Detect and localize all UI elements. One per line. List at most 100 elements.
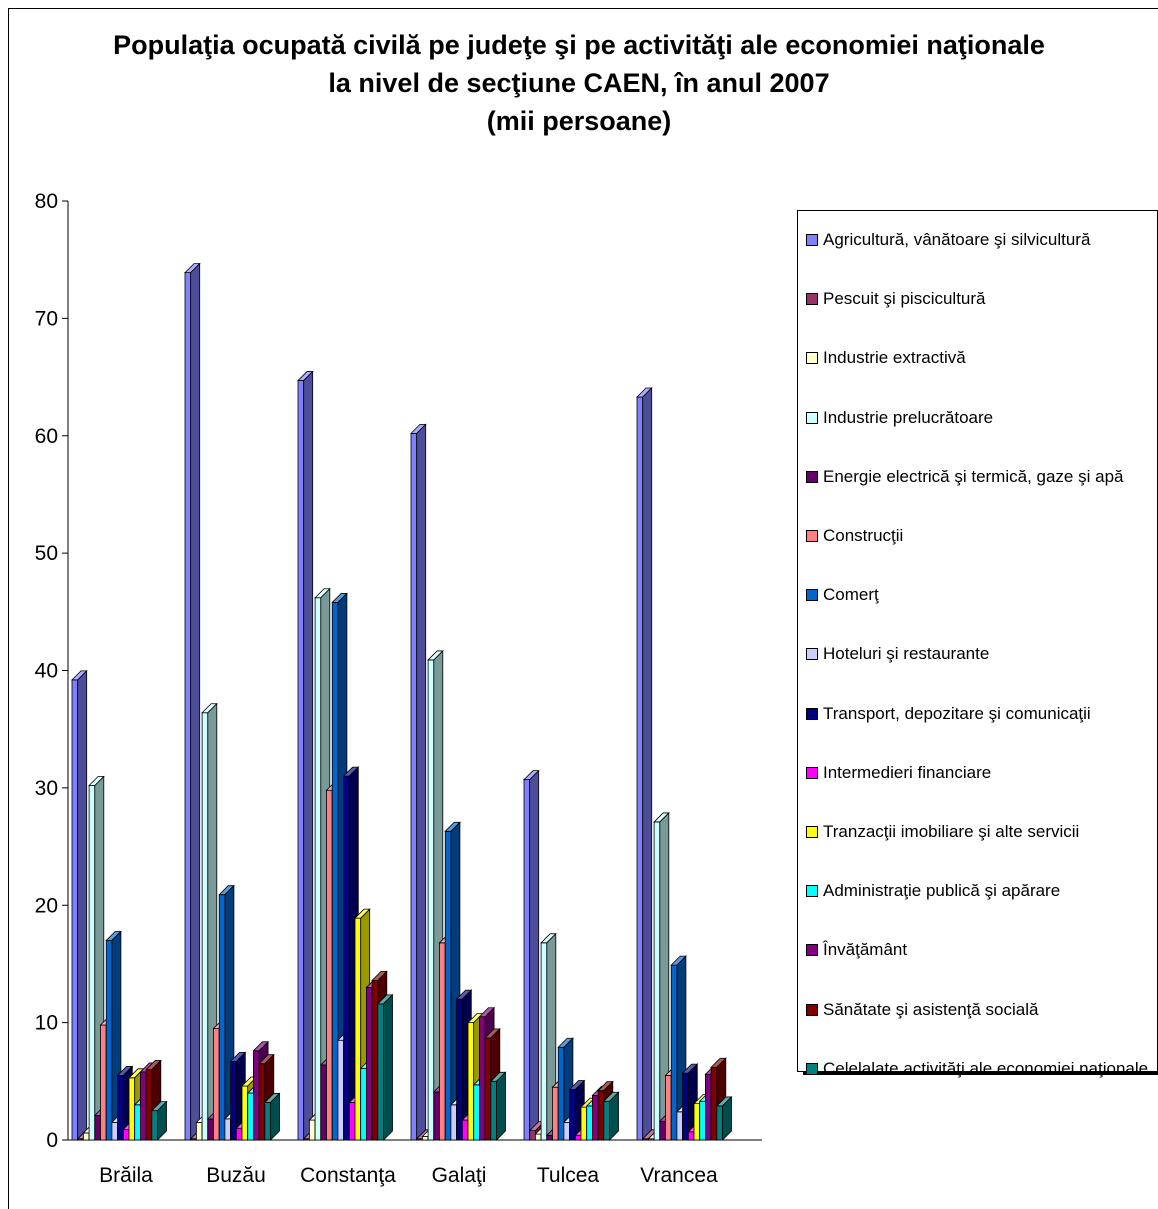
bar-front: [230, 1060, 237, 1141]
bar-front: [139, 1071, 147, 1141]
bar-front: [529, 1130, 536, 1141]
bar-front: [478, 1016, 486, 1141]
y-tick-label: 70: [35, 307, 58, 330]
bar-front: [439, 942, 446, 1141]
bar-front: [699, 1100, 706, 1141]
bar-side: [303, 370, 314, 1141]
bar-front: [682, 1072, 689, 1141]
bar-front: [94, 1114, 101, 1141]
bar-front: [603, 1100, 610, 1141]
bar-front: [484, 1037, 492, 1141]
bar-front: [326, 789, 333, 1141]
bar-front: [377, 1003, 384, 1141]
legend-label: Construcţii: [823, 526, 904, 545]
bar-front: [134, 1104, 141, 1141]
x-tick-label: Buzău: [206, 1164, 266, 1187]
bar-front: [636, 396, 644, 1141]
bar-front: [665, 1075, 672, 1141]
legend-label: Tranzacţii imobiliare şi alte servicii: [823, 822, 1080, 841]
bar-side: [157, 1100, 167, 1141]
bar-front: [201, 712, 209, 1141]
bar: [71, 669, 88, 1141]
bar-front: [247, 1092, 254, 1141]
bar-front: [83, 1132, 90, 1141]
legend-swatch: [806, 411, 818, 424]
bar-side: [722, 1095, 732, 1141]
chart-frame: [8, 8, 1158, 1209]
legend-swatch: [806, 1003, 818, 1016]
legend-item: Construcţii: [806, 524, 903, 548]
bar-front: [122, 1129, 130, 1141]
y-tick-label: 0: [46, 1129, 58, 1152]
bar-front: [659, 1120, 666, 1141]
x-axis-labels: Brăila Buzău Constanţa Galaţi Tulcea Vrancea: [99, 1164, 718, 1187]
bar-front: [563, 1121, 571, 1141]
bar-front: [574, 1134, 582, 1141]
bar-side: [416, 423, 427, 1141]
legend-swatch: [806, 707, 818, 720]
bar: [602, 1091, 620, 1141]
bar: [184, 262, 201, 1141]
bar: [410, 423, 427, 1141]
bar-front: [687, 1131, 695, 1141]
legend-swatch: [806, 766, 818, 779]
bar-front: [586, 1105, 593, 1141]
legend-item: Intermedieri financiare: [806, 761, 991, 785]
bar-front: [427, 659, 435, 1141]
bar-front: [224, 1118, 231, 1141]
bar: [523, 769, 540, 1141]
legend-label: Sănătate şi asistenţă socială: [823, 999, 1039, 1019]
legend-item: Industrie extractivă: [806, 346, 966, 370]
bar-front: [331, 602, 339, 1141]
legend-swatch: [806, 352, 818, 365]
bar-front: [473, 1084, 480, 1141]
legend-item: Agricultură, vânătoare şi silvicultură: [806, 228, 1090, 252]
chart-title-line-2: la nivel de secţiune CAEN, în anul 2007: [328, 68, 830, 98]
bar-front: [184, 272, 192, 1141]
legend-item: Administraţie publică şi apărare: [806, 879, 1060, 903]
legend-swatch: [806, 589, 818, 602]
bar-front: [105, 940, 113, 1141]
legend-swatch: [806, 944, 818, 957]
bar-front: [433, 1091, 440, 1141]
bar-front: [235, 1127, 243, 1141]
bar-front: [320, 1064, 327, 1141]
legend-label: Industrie prelucrătoare: [823, 407, 994, 427]
bar-side: [383, 993, 393, 1141]
bar-front: [569, 1089, 576, 1141]
bar: [263, 1092, 281, 1141]
bar-front: [461, 1119, 469, 1141]
bar-front: [308, 1119, 316, 1141]
bar-front: [337, 1039, 344, 1141]
legend-label: Transport, depozitare şi comunicaţii: [823, 703, 1091, 723]
legend-label: Celelalate activităţi ale economiei naţi…: [823, 1058, 1149, 1078]
bar: [150, 1100, 168, 1141]
legend-item: Industrie prelucrătoare: [806, 406, 993, 430]
bar: [715, 1095, 733, 1141]
bar-front: [264, 1102, 271, 1141]
bar-front: [241, 1085, 249, 1141]
legend-swatch: [806, 234, 818, 246]
bar-side: [77, 669, 88, 1141]
bar-front: [354, 917, 362, 1141]
bar-side: [270, 1092, 280, 1141]
bar-front: [710, 1066, 718, 1141]
legend-shadow: [803, 1070, 1158, 1075]
x-tick-label: Galaţi: [432, 1164, 487, 1187]
bar-front: [693, 1103, 701, 1141]
bar-front: [117, 1075, 124, 1141]
legend-label: Comerţ: [823, 585, 879, 605]
y-tick-label: 30: [35, 777, 58, 800]
bar-front: [653, 821, 661, 1141]
bars: [71, 262, 733, 1141]
bar-front: [195, 1121, 203, 1141]
legend-item: Transport, depozitare şi comunicaţii: [806, 702, 1091, 726]
bar-front: [100, 1024, 107, 1141]
legend-item: Sănătate şi asistenţă socială: [806, 998, 1038, 1022]
bar-front: [111, 1121, 119, 1141]
legend-item: Celelalate activităţi ale economiei naţi…: [806, 1057, 1148, 1081]
bar-front: [467, 1022, 475, 1141]
legend-label: Intermedieri financiare: [823, 762, 992, 782]
bar: [636, 387, 653, 1141]
